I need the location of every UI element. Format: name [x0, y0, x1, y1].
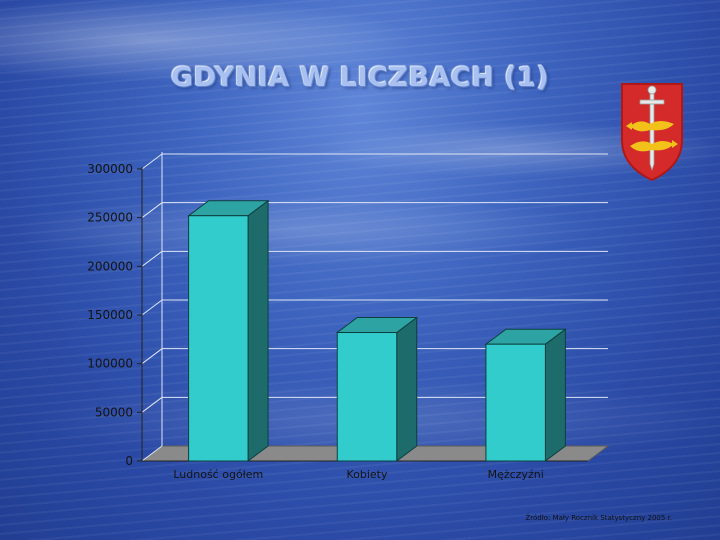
category-label: Ludność ogółem [173, 468, 263, 481]
gridline-side [141, 250, 163, 267]
bar-side [247, 199, 269, 462]
gridline-side [141, 445, 163, 462]
gridline-side [141, 202, 163, 219]
gridline-side [141, 348, 163, 365]
slide-title: GDYNIA W LICZBACH (1) [170, 62, 550, 93]
bar [484, 328, 567, 462]
gridline-side [141, 396, 163, 413]
category-label: Mężczyźni [488, 468, 544, 481]
bar [335, 316, 419, 462]
y-tick-label: 150000 [87, 308, 133, 322]
y-tick-label: 0 [125, 454, 133, 468]
category-label: Kobiety [346, 468, 388, 481]
gridline-side [141, 153, 163, 170]
y-tick-label: 100000 [87, 357, 133, 371]
bar-front [485, 343, 546, 462]
source-note: Źródło: Mały Rocznik Statystyczny 2005 r… [525, 514, 672, 522]
gridline-side [141, 299, 163, 316]
bar-side [544, 328, 566, 462]
y-tick-label: 50000 [95, 405, 133, 419]
y-tick-label: 300000 [87, 162, 133, 176]
bar-front [188, 215, 249, 462]
y-tick-label: 250000 [87, 211, 133, 225]
bar-side [396, 316, 418, 462]
gdynia-coat-of-arms-icon [621, 83, 683, 182]
bar [187, 199, 270, 462]
bar-front [336, 332, 398, 462]
y-tick-label: 200000 [87, 259, 133, 273]
